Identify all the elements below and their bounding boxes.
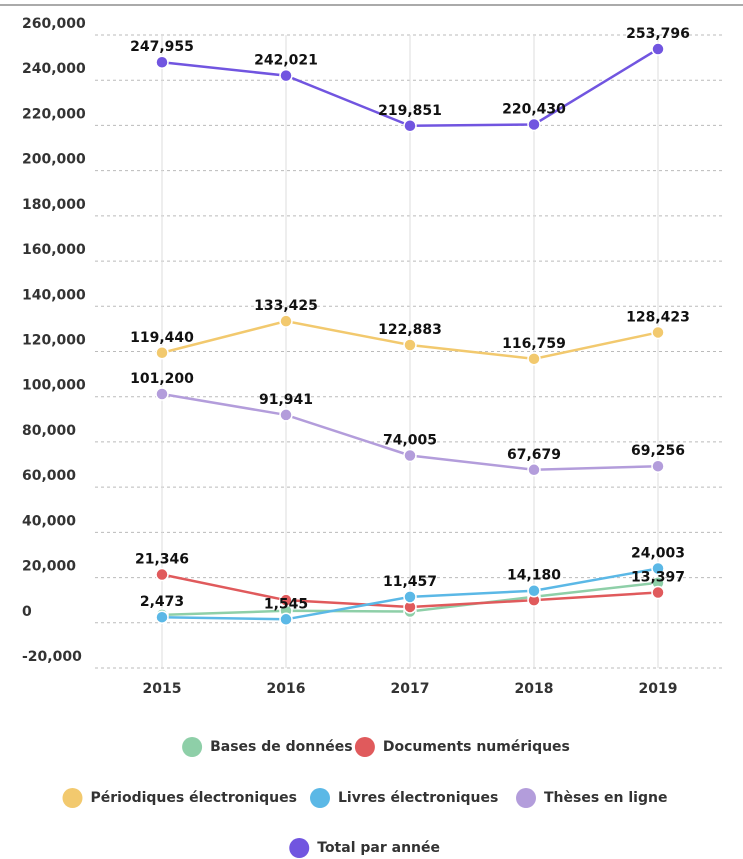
y-tick-label: 80,000 <box>22 423 76 439</box>
y-tick-label: 180,000 <box>22 197 86 213</box>
data-label: 242,021 <box>254 53 318 69</box>
point <box>527 463 541 477</box>
data-label: 128,423 <box>626 309 690 325</box>
point <box>651 561 665 576</box>
data-label: 247,955 <box>130 39 194 55</box>
data-label: 1,545 <box>264 596 308 612</box>
point <box>527 117 541 132</box>
point <box>651 42 665 56</box>
data-label: 2,473 <box>140 594 184 610</box>
data-label: 11,457 <box>383 574 437 590</box>
point <box>403 338 417 352</box>
data-label: 116,759 <box>502 336 566 352</box>
legend-swatch <box>289 838 310 858</box>
y-tick-label: 260,000 <box>22 16 86 32</box>
y-tick-label: 140,000 <box>22 287 86 303</box>
y-tick-label: 200,000 <box>22 152 86 168</box>
data-label: 220,430 <box>502 101 566 117</box>
y-tick-label: 120,000 <box>22 333 86 349</box>
point <box>651 325 665 340</box>
point <box>155 387 169 401</box>
y-tick-label: 0 <box>22 604 32 620</box>
legend-swatch <box>516 788 536 808</box>
data-label: 24,003 <box>631 546 685 562</box>
point <box>527 352 541 366</box>
point <box>527 583 541 598</box>
y-tick-label: 20,000 <box>22 559 76 575</box>
point <box>155 610 169 624</box>
point <box>279 408 293 422</box>
point <box>651 585 665 600</box>
x-tick-label: 2015 <box>143 681 182 697</box>
data-label: 69,256 <box>631 443 685 459</box>
y-tick-label: 240,000 <box>22 61 86 77</box>
point <box>403 590 417 604</box>
point <box>279 593 293 607</box>
legend-label: Périodiques électroniques <box>91 790 297 806</box>
y-tick-label: 160,000 <box>22 242 86 258</box>
data-label: 101,200 <box>130 371 194 387</box>
legend-label: Thèses en ligne <box>544 790 667 806</box>
y-tick-label: 220,000 <box>22 106 86 122</box>
y-tick-label: 40,000 <box>22 513 76 529</box>
data-label: 219,851 <box>378 103 442 119</box>
x-tick-label: 2017 <box>391 681 430 697</box>
legend-label: Bases de données <box>210 739 352 755</box>
data-label: 13,397 <box>631 569 685 585</box>
data-label: 74,005 <box>383 432 437 448</box>
point <box>279 314 293 328</box>
data-label: 14,180 <box>507 568 561 584</box>
data-label: 21,346 <box>135 552 189 568</box>
point <box>155 567 169 582</box>
y-tick-label: 60,000 <box>22 468 76 484</box>
legend-swatch <box>354 737 375 757</box>
point <box>279 68 293 83</box>
point <box>155 55 169 69</box>
point <box>403 448 417 463</box>
legend-label: Total par année <box>317 840 440 856</box>
data-label: 122,883 <box>378 322 442 338</box>
point <box>155 346 169 360</box>
data-label: 133,425 <box>254 298 318 314</box>
point <box>403 119 417 133</box>
legend-swatch <box>310 788 330 808</box>
legend-label: Documents numériques <box>383 739 570 755</box>
point <box>279 612 293 627</box>
point <box>651 459 665 473</box>
data-label: 67,679 <box>507 447 561 463</box>
y-tick-label: -20,000 <box>22 649 82 665</box>
data-label: 253,796 <box>626 26 690 42</box>
x-tick-label: 2016 <box>267 681 306 697</box>
data-label: 91,941 <box>259 392 313 408</box>
x-tick-label: 2019 <box>639 681 678 697</box>
legend-label: Livres électroniques <box>338 790 498 806</box>
legend-swatch <box>62 788 83 808</box>
data-label: 119,440 <box>130 330 194 346</box>
x-tick-label: 2018 <box>515 681 554 697</box>
legend-swatch <box>182 737 203 757</box>
y-tick-label: 100,000 <box>22 378 86 394</box>
